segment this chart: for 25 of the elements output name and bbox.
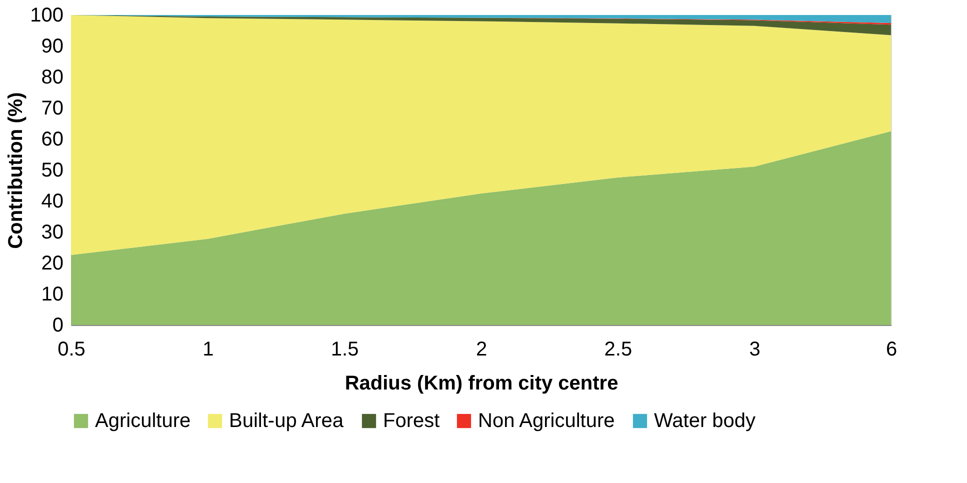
x-tick-label: 0.5 <box>58 338 86 360</box>
y-tick-label: 30 <box>41 222 64 244</box>
y-tick-label: 80 <box>41 66 64 88</box>
legend-label: Non Agriculture <box>478 410 615 432</box>
legend-label: Forest <box>383 410 440 432</box>
x-tick-label: 2.5 <box>604 338 632 360</box>
x-tick-label: 1 <box>202 338 214 360</box>
y-tick-label: 50 <box>41 160 64 182</box>
x-tick-label: 3 <box>749 338 760 360</box>
y-tick-label: 100 <box>30 4 64 26</box>
y-tick-label: 90 <box>41 36 64 58</box>
y-axis-title: Contribution (%) <box>5 92 28 249</box>
legend-label: Built-up Area <box>229 410 344 432</box>
x-axis-title: Radius (Km) from city centre <box>344 372 618 394</box>
x-tick-label: 2 <box>476 338 488 360</box>
legend-label: Agriculture <box>95 410 191 432</box>
y-tick-label: 40 <box>41 190 64 212</box>
legend-label: Water body <box>654 410 756 432</box>
y-tick-label: 10 <box>41 284 64 306</box>
x-tick-label: 6 <box>886 338 898 360</box>
y-tick-label: 60 <box>41 128 64 150</box>
y-tick-label: 0 <box>52 314 64 336</box>
x-tick-label: 1.5 <box>330 338 359 360</box>
y-tick-label: 70 <box>41 98 64 120</box>
y-tick-label: 20 <box>41 252 64 274</box>
